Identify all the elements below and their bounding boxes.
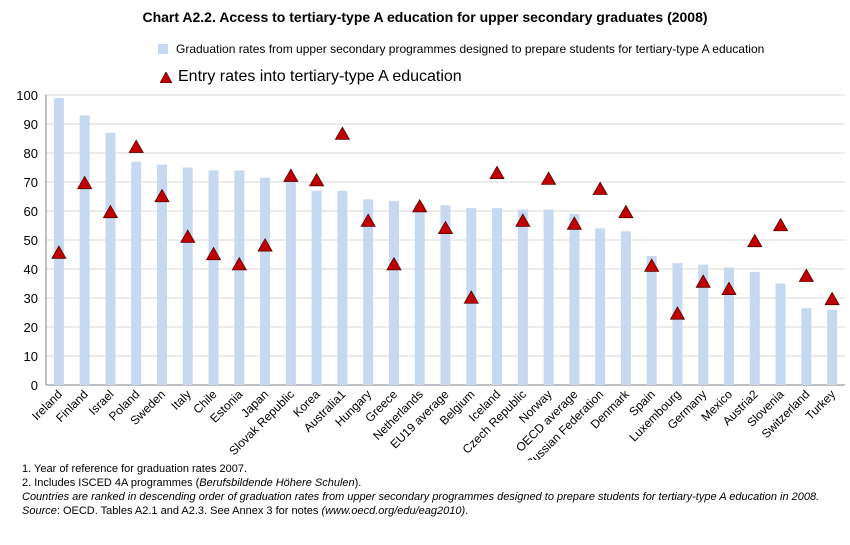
triangle-marker [644,258,660,272]
triangle-marker [51,245,67,259]
triangle-marker [515,213,531,227]
footnote-1: 1. Year of reference for graduation rate… [22,463,248,475]
triangle-marker [540,171,557,185]
bar [388,200,399,385]
legend-triangle-label: Entry rates into tertiary-type A educati… [178,68,462,85]
triangle-marker [618,204,634,219]
x-tick-label: Turkey [803,387,839,423]
bar [208,170,219,385]
y-tick-label: 80 [24,146,38,161]
triangle-marker [463,290,479,304]
footnote-source: Source: OECD. Tables A2.1 and A2.3. See … [22,505,469,517]
triangle-marker [205,246,222,261]
bar [182,167,193,385]
bar [620,231,631,385]
bar [234,170,245,385]
legend-entry-entry-rates: Entry rates into tertiary-type A educati… [160,68,462,86]
triangle-marker [489,165,505,179]
bar [801,308,812,385]
bar [285,179,296,385]
bar [79,115,90,386]
triangle-marker [283,168,299,182]
bar [260,177,271,385]
triangle-marker [180,229,196,243]
bar [672,263,683,385]
triangle-marker [308,172,325,187]
bar [337,190,348,385]
triangle-marker [386,256,402,271]
triangle-marker [772,217,789,232]
bar [517,209,528,385]
bar [698,264,709,385]
y-tick-label: 90 [24,117,38,132]
x-tick-label: Italy [168,387,193,412]
chart-plot: 0102030405060708090100IrelandFinlandIsra… [16,88,845,460]
triangle-marker [154,188,170,203]
triangle-marker [231,256,247,271]
footnote-ranking: Countries are ranked in descending order… [22,491,820,503]
triangle-marker [412,198,428,213]
triangle-marker [721,281,737,295]
y-tick-label: 30 [24,291,38,306]
triangle-marker [76,175,93,190]
footnote-2: 2. Includes ISCED 4A programmes (Berufsb… [22,477,362,489]
y-tick-label: 100 [16,88,38,103]
triangle-marker [128,139,144,153]
legend-bar-swatch [158,44,168,54]
y-tick-label: 0 [31,378,38,393]
triangle-marker [824,291,840,306]
bar [646,255,657,385]
triangle-marker [360,213,376,227]
bar [440,205,451,385]
y-tick-label: 40 [24,262,38,277]
y-tick-label: 10 [24,349,38,364]
bar [749,271,760,385]
y-tick-label: 50 [24,233,38,248]
y-tick-label: 70 [24,175,38,190]
bar [156,164,167,385]
bar [53,97,64,386]
legend-bar-label: Graduation rates from upper secondary pr… [176,42,765,56]
legend-entry-graduation: Graduation rates from upper secondary pr… [158,42,764,56]
y-tick-label: 20 [24,320,38,335]
triangle-marker [257,237,273,252]
bar [311,190,322,385]
bar [775,283,786,385]
legend-triangle-marker [160,71,172,83]
triangle-marker [669,306,686,320]
bar [595,228,606,385]
triangle-marker [592,181,608,195]
triangle-marker [102,204,119,219]
triangle-marker [695,274,711,288]
triangle-marker [437,220,454,235]
triangle-marker [798,268,815,282]
chart-title: Chart A2.2. Access to tertiary-type A ed… [142,9,708,25]
y-tick-label: 60 [24,204,38,219]
bar [131,161,142,385]
bar [827,309,838,385]
bar [569,213,580,385]
triangle-marker [747,233,763,248]
footnotes: 1. Year of reference for graduation rate… [22,462,822,518]
bar [492,208,503,385]
bar [724,267,735,385]
bar [363,199,374,385]
bar [105,132,116,385]
triangle-marker [566,216,583,230]
bar [543,209,554,385]
triangle-marker [334,126,351,140]
bar [414,203,425,385]
